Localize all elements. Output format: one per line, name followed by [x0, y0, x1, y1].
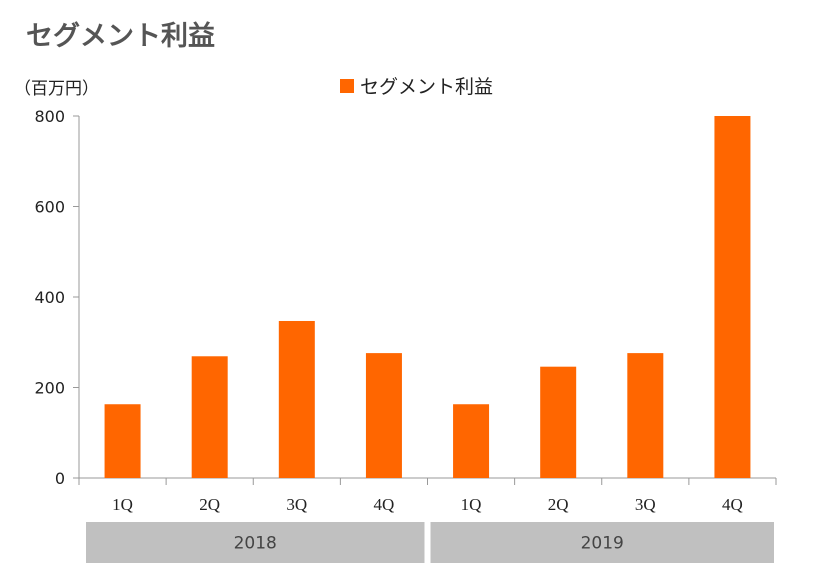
bar: [104, 404, 141, 478]
bar: [627, 353, 664, 478]
x-category-label: 2Q: [199, 495, 220, 514]
x-category-label: 4Q: [374, 495, 395, 514]
y-tick-label: 400: [34, 288, 65, 307]
bar: [365, 353, 402, 478]
chart-title: セグメント利益: [26, 21, 215, 52]
bar: [540, 366, 577, 478]
y-axis-unit-label: （百万円）: [14, 79, 99, 99]
legend: セグメント利益: [340, 72, 493, 99]
year-group-band: [430, 522, 774, 563]
bar: [191, 356, 228, 478]
legend-label: セグメント利益: [360, 76, 494, 98]
x-category-label: 3Q: [286, 495, 307, 514]
y-tick-label: 600: [34, 198, 65, 217]
x-category-label: 2Q: [548, 495, 569, 514]
bar: [278, 320, 315, 478]
legend-swatch: [340, 78, 354, 93]
year-group-band: [86, 522, 425, 563]
y-tick-label: 0: [55, 469, 65, 488]
x-category-label: 1Q: [112, 495, 133, 514]
y-tick-label: 200: [34, 379, 65, 398]
bar: [453, 404, 490, 478]
bar: [714, 116, 751, 478]
x-category-label: 3Q: [635, 495, 656, 514]
x-category-label: 4Q: [722, 495, 743, 514]
year-group-label: 2018: [234, 534, 277, 554]
x-category-label: 1Q: [461, 495, 482, 514]
y-tick-label: 800: [34, 107, 65, 126]
year-group-label: 2019: [581, 534, 624, 554]
